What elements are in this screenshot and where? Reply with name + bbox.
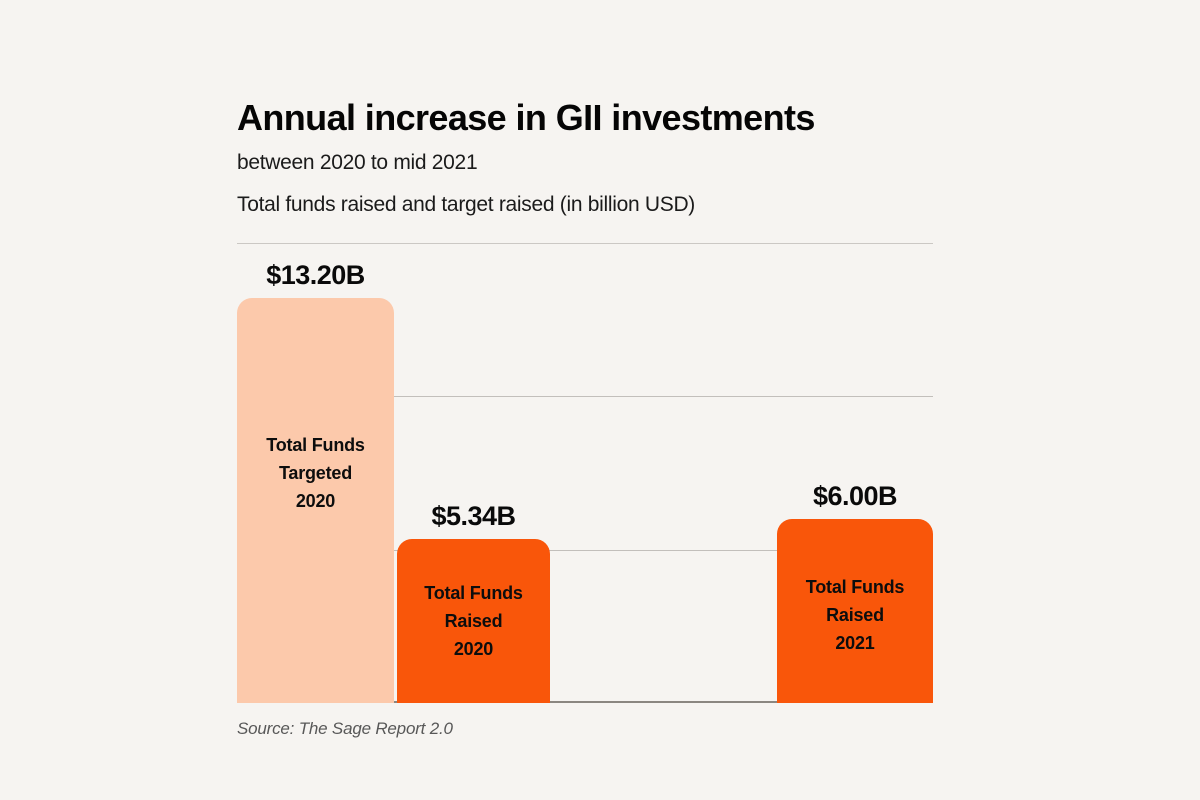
bar-label-line: Raised [444, 611, 503, 631]
chart-subtitle: between 2020 to mid 2021 [237, 151, 478, 174]
bar-label-line: 2021 [835, 633, 875, 653]
chart-title: Annual increase in GII investments [237, 97, 815, 138]
gridline-5b [237, 550, 933, 551]
bar-label-line: 2020 [453, 639, 494, 659]
bar-total-funds-targeted-2020: Total Funds Targeted 2020 [237, 298, 394, 703]
bar-label-line: Total Funds [805, 577, 905, 597]
x-axis-baseline [237, 701, 933, 703]
gridline-15b [237, 243, 933, 244]
bar-value-label-total-funds-raised-2021: $6.00B [812, 481, 898, 511]
bar-label-total-funds-raised-2020: Total Funds Raised 2020 [424, 579, 523, 663]
bar-label-line: Total Funds [424, 583, 523, 603]
bar-label-line: 2020 [295, 490, 336, 511]
bar-label-line: Targeted [278, 462, 353, 483]
bar-value-label-total-funds-raised-2020: $5.34B [431, 501, 516, 531]
bar-chart-plot: Total Funds Targeted 2020 $13.20B Total Fund… [237, 243, 933, 703]
bar-total-funds-raised-2020: Total Funds Raised 2020 [397, 539, 550, 703]
bar-label-total-funds-targeted-2020: Total Funds Targeted 2020 [266, 431, 365, 515]
bar-label-line: Total Funds [266, 434, 365, 455]
source-note: Source: The Sage Report 2.0 [237, 719, 453, 738]
gridline-10b [237, 396, 933, 397]
chart-units-note: Total funds raised and target raised (in… [237, 193, 696, 216]
bar-total-funds-raised-2021: Total Funds Raised 2021 [777, 519, 933, 703]
bar-label-line: Raised [826, 605, 884, 625]
bar-value-label-total-funds-targeted-2020: $13.20B [266, 260, 365, 290]
bar-label-total-funds-raised-2021: Total Funds Raised 2021 [805, 573, 905, 657]
